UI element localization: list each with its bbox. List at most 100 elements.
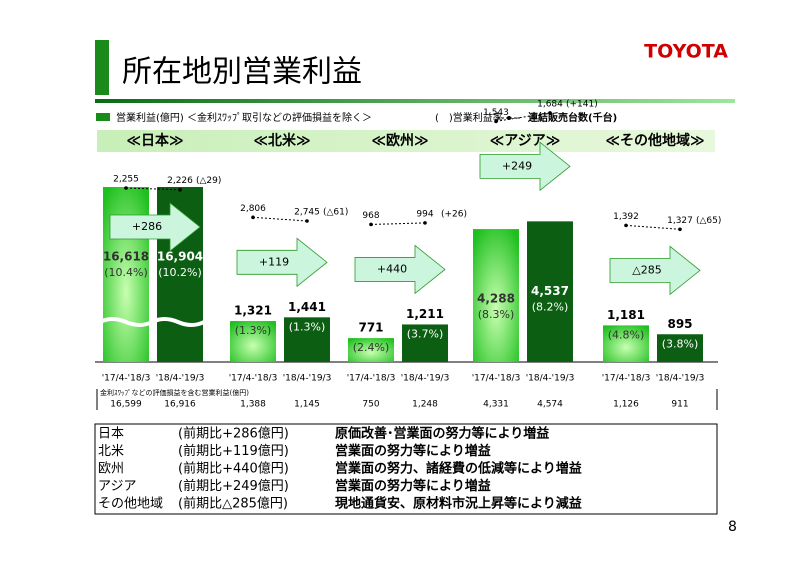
table-cell: (前期比+249億円)	[178, 478, 289, 494]
bar	[284, 317, 330, 362]
units-line	[625, 224, 681, 230]
units-change: (△61)	[323, 207, 348, 217]
units-point	[548, 111, 552, 115]
x-tick-label: '18/4-'19/3	[401, 374, 450, 384]
change-label: △285	[632, 263, 661, 276]
note-bracket	[96, 389, 718, 410]
margin-label: (8.2%)	[532, 300, 569, 313]
value-label: 4,537	[531, 284, 569, 298]
table-cell: 欧州	[98, 462, 124, 477]
bar	[402, 324, 448, 362]
units-point	[124, 186, 128, 190]
table-cell: 現地通貨安、原材料市況上昇等により減益	[335, 496, 582, 512]
units-label: 2,255	[113, 175, 139, 185]
margin-label: (2.4%)	[353, 341, 390, 354]
change-label: +249	[502, 159, 532, 172]
table-cell: その他地域	[98, 497, 163, 512]
units-point	[251, 215, 255, 220]
units-label: 1,543	[483, 108, 509, 118]
table-cell: 日本	[98, 427, 124, 442]
title-rule	[95, 99, 735, 103]
x-tick-label: '18/4-'19/3	[526, 374, 575, 384]
units-point	[678, 227, 682, 232]
margin-label: (10.4%)	[104, 266, 148, 279]
region-label: ≪欧州≫	[371, 132, 428, 149]
units-line	[252, 216, 308, 222]
units-label: 968	[362, 211, 379, 221]
legend-item: ( )営業利益率	[435, 111, 503, 124]
margin-label: (1.3%)	[235, 324, 272, 337]
note: 金利ｽﾜｯﾌﾟなどの評価損益を含む営業利益(億円)	[100, 388, 249, 397]
x-tick-label: '17/4-'18/3	[602, 374, 651, 384]
change-arrow	[354, 244, 446, 295]
incl-value: 1,145	[294, 400, 320, 410]
value-label: 771	[358, 321, 383, 335]
value-label: 4,288	[477, 292, 515, 306]
units-label: 1,392	[613, 212, 639, 222]
incl-value: 4,574	[537, 400, 563, 410]
bar	[657, 334, 703, 362]
units-line	[495, 112, 551, 122]
value-label: 1,181	[607, 308, 645, 322]
margin-label: (1.3%)	[289, 320, 326, 333]
legend-item: 連結販売台数(千台)	[528, 111, 617, 124]
margin-label: (4.8%)	[608, 328, 645, 341]
incl-value: 750	[362, 400, 379, 410]
table-cell: 営業面の努力等により増益	[335, 478, 491, 494]
units-point	[178, 187, 182, 192]
title: 所在地別営業利益	[122, 55, 362, 90]
value-label: 16,618	[103, 250, 149, 264]
table-cell: (前期比+119億円)	[178, 443, 289, 459]
change-label: +286	[132, 220, 162, 233]
change-arrow	[609, 245, 701, 296]
units-label: 2,806	[240, 204, 266, 214]
x-tick-label: '18/4-'19/3	[656, 374, 705, 384]
value-label: 1,441	[288, 300, 326, 314]
value-label: 16,904	[157, 250, 203, 264]
units-label: 994	[416, 209, 433, 219]
units-point	[624, 223, 628, 228]
table-cell: 原価改善･営業面の努力等により増益	[335, 426, 549, 442]
units-point	[494, 119, 498, 124]
region-band	[97, 130, 715, 152]
margin-label: (3.8%)	[662, 337, 699, 350]
incl-value: 911	[671, 400, 688, 410]
legend-item: 営業利益(億円) ＜金利ｽﾜｯﾌﾟ取引などの評価損益を除く＞	[116, 111, 372, 124]
region-label: ≪北米≫	[253, 132, 310, 149]
table-cell: 営業面の努力、諸経費の低減等により増益	[335, 461, 582, 477]
value-label: 1,321	[234, 304, 272, 318]
bar	[348, 338, 394, 362]
incl-value: 16,599	[110, 400, 142, 410]
units-point	[305, 219, 309, 223]
table-cell: (前期比+440億円)	[178, 461, 289, 477]
change-label: +119	[259, 255, 289, 268]
units-line	[370, 222, 426, 225]
units-change: (+141)	[566, 99, 598, 109]
region-label: ≪日本≫	[126, 132, 183, 149]
table-box	[94, 423, 718, 515]
units-change: (△65)	[696, 216, 721, 226]
units-point	[369, 222, 373, 227]
units-change: (△29)	[196, 176, 221, 186]
units-label: 2,226	[167, 176, 193, 186]
region-label: ≪アジア≫	[490, 133, 561, 149]
change-arrow	[109, 202, 201, 252]
x-tick-label: '18/4-'19/3	[156, 374, 205, 384]
units-label: 1,684	[537, 99, 563, 109]
margin-label: (3.7%)	[407, 327, 444, 340]
change-arrow	[236, 237, 328, 288]
legend-swatch	[96, 113, 110, 121]
x-tick-label: '17/4-'18/3	[347, 374, 396, 384]
x-tick-label: '17/4-'18/3	[102, 374, 151, 384]
x-tick-label: '17/4-'18/3	[472, 374, 521, 384]
incl-value: 1,248	[412, 400, 438, 410]
margin-label: (8.3%)	[478, 308, 515, 321]
incl-value: 16,916	[164, 400, 196, 410]
page-number: 8	[728, 519, 737, 535]
bar	[603, 325, 649, 362]
x-tick-label: '18/4-'19/3	[283, 374, 332, 384]
x-tick-label: '17/4-'18/3	[229, 374, 278, 384]
table-cell: 営業面の努力等により増益	[335, 443, 491, 459]
change-arrow	[479, 141, 571, 192]
